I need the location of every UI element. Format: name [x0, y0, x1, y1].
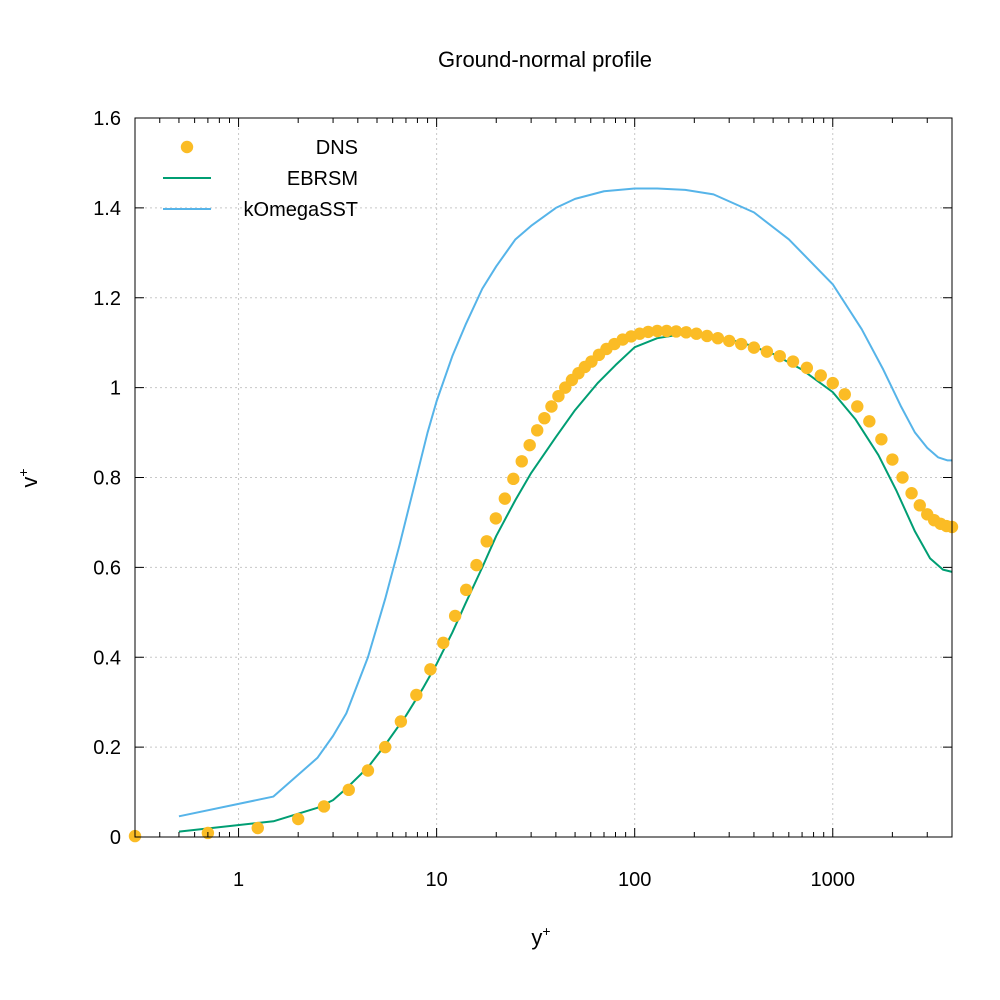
- legend-label-dns: DNS: [316, 137, 358, 159]
- y-axis-label-text: v: [17, 477, 42, 488]
- data-point: [863, 415, 876, 428]
- data-point: [690, 327, 703, 340]
- data-point: [523, 438, 536, 452]
- x-axis-label: y+: [531, 923, 550, 950]
- data-point: [342, 783, 355, 797]
- grid-layer: [135, 118, 952, 837]
- data-point: [251, 821, 264, 835]
- series-line-ebrsm: [178, 332, 953, 833]
- data-point: [735, 337, 748, 351]
- data-point: [379, 740, 392, 754]
- data-point: [317, 800, 331, 813]
- y-axis-label: v+: [15, 468, 42, 487]
- y-tick-label: 1: [110, 378, 121, 400]
- data-point: [498, 492, 512, 505]
- data-point: [642, 325, 655, 339]
- x-axis-label-text: y: [531, 925, 542, 950]
- y-axis-label-superscript: +: [15, 468, 31, 476]
- data-point: [722, 334, 736, 348]
- data-point: [786, 355, 800, 368]
- plot-frame: [134, 117, 953, 838]
- data-point: [800, 361, 814, 375]
- data-point: [838, 388, 851, 401]
- x-tick-label: 1000: [811, 869, 856, 891]
- data-point: [747, 341, 761, 354]
- data-point: [291, 812, 305, 826]
- data-point: [711, 331, 725, 345]
- x-axis-label-superscript: +: [542, 923, 550, 939]
- data-point: [480, 535, 493, 548]
- data-point: [669, 325, 683, 338]
- data-point: [826, 376, 839, 390]
- y-tick-label: 1.4: [93, 198, 121, 220]
- y-tick-label: 1.6: [93, 108, 121, 130]
- data-point: [552, 389, 565, 403]
- y-tick-label: 1.2: [93, 288, 121, 310]
- data-point: [459, 583, 473, 597]
- data-point: [361, 764, 375, 777]
- data-point: [851, 400, 864, 413]
- data-point: [680, 326, 693, 339]
- series-layer: [128, 187, 959, 843]
- data-point: [448, 609, 462, 623]
- data-point: [875, 433, 888, 446]
- data-point: [886, 453, 899, 466]
- chart-title: Ground-normal profile: [438, 47, 652, 72]
- x-tick-label: 1: [233, 869, 244, 891]
- data-point: [545, 400, 558, 413]
- data-point: [470, 558, 483, 572]
- series-points-dns: [128, 324, 959, 843]
- data-point: [760, 345, 774, 358]
- data-point: [814, 369, 827, 382]
- data-point: [424, 663, 437, 676]
- x-tick-label: 100: [618, 869, 651, 891]
- data-point: [531, 424, 544, 437]
- data-point: [773, 349, 786, 363]
- legend: DNS EBRSM kOmegaSST: [163, 137, 358, 221]
- data-point: [437, 636, 450, 650]
- data-point: [394, 715, 408, 728]
- y-tick-label: 0.4: [93, 647, 121, 669]
- data-point: [538, 411, 551, 425]
- data-point: [515, 455, 528, 468]
- data-point: [905, 487, 918, 500]
- y-tick-label: 0.6: [93, 557, 121, 579]
- legend-label-ebrsm: EBRSM: [287, 168, 358, 190]
- data-point: [507, 472, 520, 486]
- data-point: [410, 688, 423, 702]
- y-tick-label: 0.2: [93, 737, 121, 759]
- y-tick-label: 0.8: [93, 468, 121, 490]
- y-tick-label: 0: [110, 827, 121, 849]
- data-point: [660, 324, 673, 338]
- data-point: [700, 329, 714, 343]
- series-line-komegasst: [178, 187, 952, 818]
- data-point: [913, 499, 926, 512]
- legend-marker-dns: [180, 140, 194, 154]
- tick-layer: 0 0.2 0.4 0.6 0.8 1 1.2 1.4 1.6 1 10 100 1000: [93, 108, 953, 891]
- data-point: [651, 324, 664, 338]
- data-point: [489, 512, 503, 525]
- x-tick-label: 10: [426, 869, 448, 891]
- legend-label-komegasst: kOmegaSST: [244, 199, 358, 221]
- data-point: [896, 471, 909, 484]
